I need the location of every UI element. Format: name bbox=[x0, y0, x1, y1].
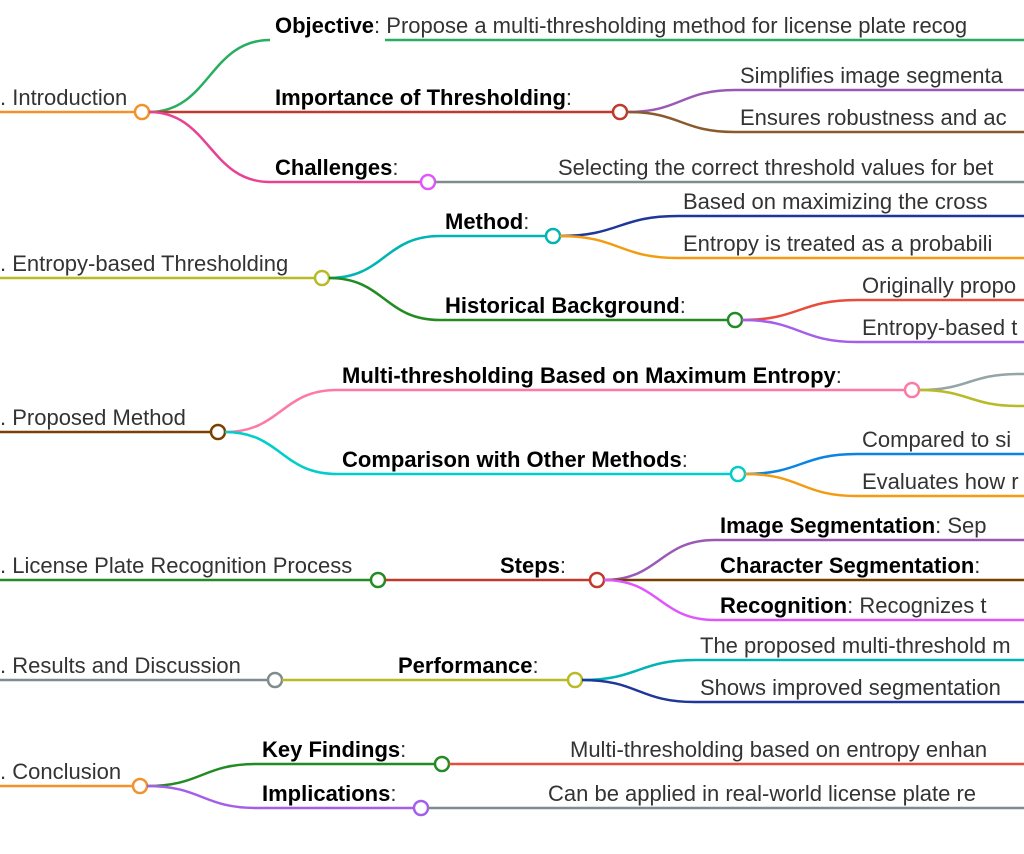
svg-text:Recognition: Recognizes t: Recognition: Recognizes t bbox=[720, 593, 987, 618]
svg-text:Simplifies image segmenta: Simplifies image segmenta bbox=[740, 63, 1004, 88]
svg-text:Steps:: Steps: bbox=[500, 553, 566, 578]
svg-text:Can be applied in real-world l: Can be applied in real-world license pla… bbox=[548, 781, 976, 806]
svg-text:Entropy-based t: Entropy-based t bbox=[862, 315, 1017, 340]
svg-text:Evaluates how r: Evaluates how r bbox=[862, 469, 1019, 494]
svg-text:. License Plate Recognition Pr: . License Plate Recognition Process bbox=[0, 553, 352, 578]
svg-text:Shows improved segmentation: Shows improved segmentation bbox=[700, 675, 1001, 700]
svg-text:Performance:: Performance: bbox=[398, 653, 539, 678]
svg-text:Method:: Method: bbox=[445, 209, 529, 234]
svg-text:Entropy is treated as a probab: Entropy is treated as a probabili bbox=[683, 231, 992, 256]
svg-text:Implications:: Implications: bbox=[262, 781, 396, 806]
svg-text:Importance of Thresholding:: Importance of Thresholding: bbox=[275, 85, 572, 110]
svg-text:. Conclusion: . Conclusion bbox=[0, 759, 121, 784]
svg-text:Ensures robustness and ac: Ensures robustness and ac bbox=[740, 105, 1007, 130]
svg-text:. Entropy-based Thresholding: . Entropy-based Thresholding bbox=[0, 251, 288, 276]
svg-text:Image Segmentation: Sep: Image Segmentation: Sep bbox=[720, 513, 987, 538]
svg-text:Historical Background:: Historical Background: bbox=[445, 293, 686, 318]
svg-text:. Results and Discussion: . Results and Discussion bbox=[0, 653, 241, 678]
svg-text:Character Segmentation:: Character Segmentation: bbox=[720, 553, 980, 578]
svg-text:Multi-thresholding Based on Ma: Multi-thresholding Based on Maximum Entr… bbox=[342, 363, 842, 388]
svg-text:. Introduction: . Introduction bbox=[0, 85, 127, 110]
svg-text:Challenges:: Challenges: bbox=[275, 155, 399, 180]
svg-text:Based on maximizing the cross: Based on maximizing the cross bbox=[683, 189, 987, 214]
svg-text:The proposed multi-threshold m: The proposed multi-threshold m bbox=[700, 633, 1011, 658]
svg-text:Comparison with Other Methods:: Comparison with Other Methods: bbox=[342, 447, 688, 472]
svg-text:Key Findings:: Key Findings: bbox=[262, 737, 406, 762]
svg-text:Compared to si: Compared to si bbox=[862, 427, 1011, 452]
svg-text:. Proposed Method: . Proposed Method bbox=[0, 405, 186, 430]
svg-text:Originally propo: Originally propo bbox=[862, 273, 1016, 298]
svg-text:Objective: Propose a multi-thr: Objective: Propose a multi-thresholding … bbox=[275, 13, 967, 38]
svg-text:Multi-thresholding based on en: Multi-thresholding based on entropy enha… bbox=[570, 737, 987, 762]
svg-text:Selecting the correct threshol: Selecting the correct threshold values f… bbox=[558, 155, 993, 180]
